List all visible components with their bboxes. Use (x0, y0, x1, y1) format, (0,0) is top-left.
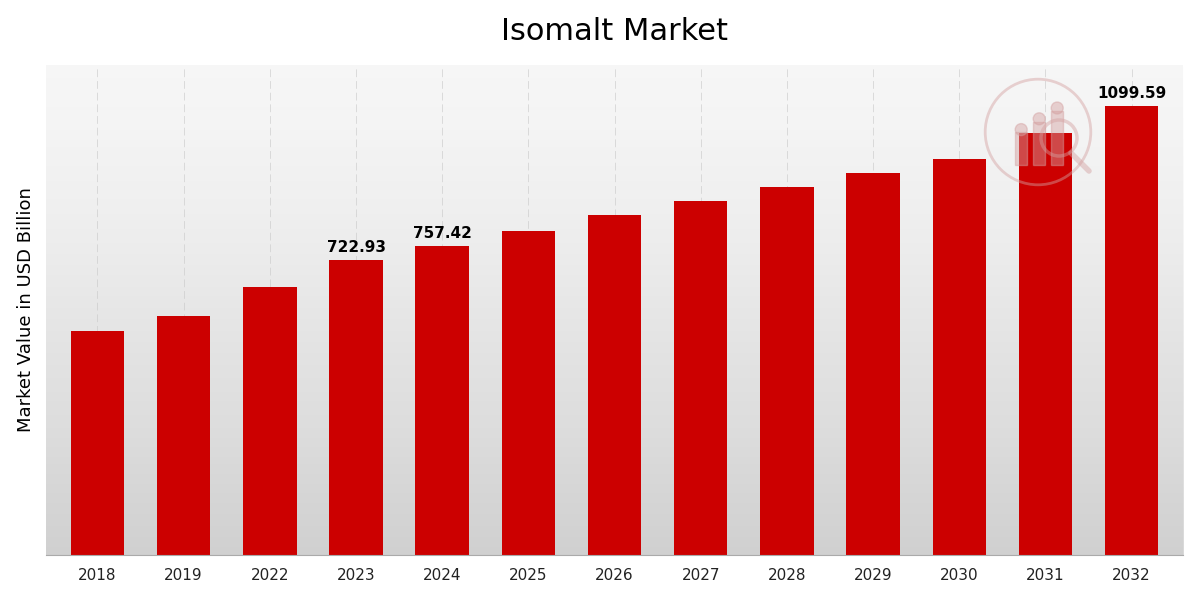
Circle shape (1033, 113, 1045, 125)
Bar (1015, 132, 1027, 165)
Bar (846, 173, 900, 555)
Circle shape (1015, 124, 1027, 136)
Title: Isomalt Market: Isomalt Market (502, 17, 728, 46)
Bar (502, 231, 556, 555)
Bar (674, 201, 727, 555)
Bar (1051, 111, 1063, 165)
Y-axis label: Market Value in USD Billion: Market Value in USD Billion (17, 187, 35, 433)
Circle shape (1051, 102, 1063, 114)
Text: 1099.59: 1099.59 (1097, 86, 1166, 101)
Bar (760, 187, 814, 555)
Bar (71, 331, 125, 555)
Bar (1019, 133, 1072, 555)
Bar (329, 260, 383, 555)
Text: 722.93: 722.93 (326, 240, 385, 255)
Bar (1105, 106, 1158, 555)
Bar (588, 215, 641, 555)
Bar (244, 287, 296, 555)
Bar (415, 245, 469, 555)
Bar (1033, 122, 1045, 165)
Bar (932, 160, 986, 555)
Bar (157, 316, 210, 555)
Text: 757.42: 757.42 (413, 226, 472, 241)
